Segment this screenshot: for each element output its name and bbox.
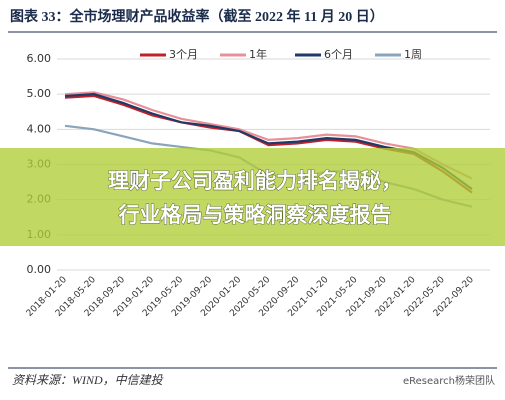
series-line xyxy=(64,91,473,180)
banner-text: 理财子公司盈利能力排名揭秘， xyxy=(108,169,402,193)
y-tick-label: 0.00 xyxy=(27,263,52,276)
y-tick-label: 6.00 xyxy=(27,52,52,65)
watermark: eResearch杨荣团队 xyxy=(403,374,495,387)
legend-label: 1年 xyxy=(249,47,267,61)
y-tick-label: 4.00 xyxy=(27,122,52,135)
y-tick-label: 5.00 xyxy=(27,87,52,100)
chart-title: 图表 33：全市场理财产品收益率（截至 2022 年 11 月 20 日） xyxy=(10,8,384,25)
source: 资料来源：WIND，中信建投 xyxy=(12,373,164,387)
legend-label: 1周 xyxy=(404,48,422,61)
banner-text: 行业格局与策略洞察深度报告 xyxy=(118,203,392,227)
legend-label: 3个月 xyxy=(169,48,198,61)
banner xyxy=(0,148,505,246)
legend-label: 6个月 xyxy=(324,48,353,61)
